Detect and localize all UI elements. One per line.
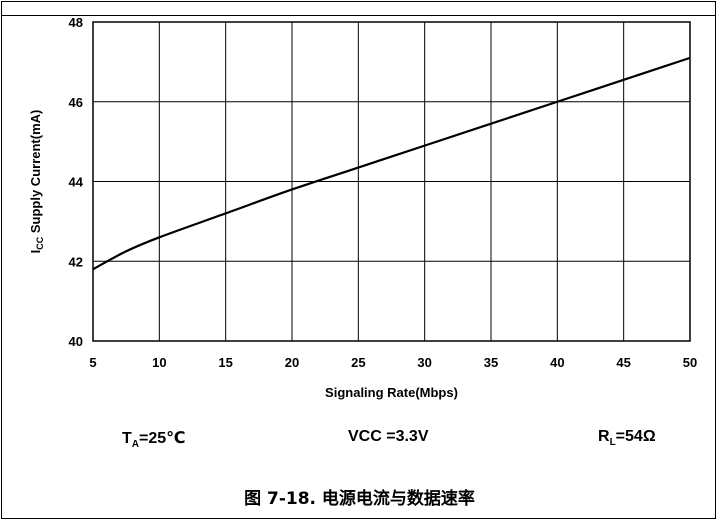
plot-border [92,21,691,342]
rl-rest: =54Ω [615,428,656,445]
x-tick-label-8: 45 [616,355,630,370]
y-tick-label-3: 46 [69,95,83,110]
x-tick-label-5: 30 [417,355,431,370]
ta-main: T [122,430,132,447]
y-tick-label-4: 48 [69,15,83,30]
top-rule [1,15,716,16]
x-tick-label-3: 20 [285,355,299,370]
x-tick-label-7: 40 [550,355,564,370]
vcc-value: VCC =3.3V [348,428,429,445]
y-axis-title-rest: Supply Current(mA) [28,110,43,237]
y-tick-label-0: 40 [69,334,83,349]
y-tick-labels: 40 42 44 46 48 [69,15,84,349]
x-tick-label-2: 15 [218,355,232,370]
x-tick-label-0: 5 [89,355,96,370]
x-axis-title: Signaling Rate(Mbps) [325,385,458,400]
y-tick-label-1: 42 [69,254,83,269]
rl-sub: L [609,437,616,449]
x-tick-label-9: 50 [683,355,697,370]
x-tick-labels: 5 10 15 20 25 30 35 40 45 50 [89,355,697,370]
x-tick-label-1: 10 [152,355,166,370]
ta-sub: A [131,439,140,451]
condition-vcc: VCC =3.3V [348,428,428,446]
y-tick-label-2: 44 [69,175,84,190]
figure-caption: 图 7-18. 电源电流与数据速率 [244,489,475,509]
y-axis-title-main: I [28,250,43,254]
x-tick-label-4: 25 [351,355,365,370]
x-tick-label-6: 35 [484,355,498,370]
y-axis-title-sub: CC [35,236,45,249]
rl-main: R [598,428,610,445]
series-line [92,56,691,271]
condition-ta: TA=25℃ [122,428,186,450]
ta-rest: =25℃ [139,430,186,447]
y-axis-title: ICC Supply Current(mA) [28,110,45,254]
condition-rl: RL=54Ω [598,428,656,448]
grid [92,21,691,342]
